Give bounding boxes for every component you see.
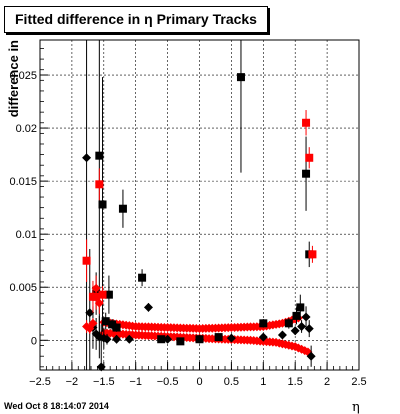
data-point xyxy=(108,320,117,329)
data-point xyxy=(297,321,307,331)
data-point xyxy=(163,334,173,344)
timestamp-footer: Wed Oct 8 18:14:07 2014 xyxy=(4,401,109,411)
data-point xyxy=(112,334,122,344)
data-point xyxy=(96,362,106,372)
x-tick-label: −2 xyxy=(66,376,79,388)
data-point xyxy=(94,298,104,308)
axis-ticks: −2.5 −2 −1.5 −1 −0.5 0 0.5 1 1.5 2 2.5 0 0.005 0.01 0.… xyxy=(9,48,367,388)
data-point xyxy=(82,153,92,163)
data-point xyxy=(236,73,245,82)
y-tick-label: 0.02 xyxy=(16,123,37,135)
x-tick-label: 1 xyxy=(260,376,266,388)
x-tick-label: −1 xyxy=(129,376,142,388)
x-tick-label: 2.5 xyxy=(351,376,366,388)
y-tick-label: 0 xyxy=(31,335,37,347)
data-point xyxy=(95,151,104,160)
y-axis-label: difference in xyxy=(6,40,21,117)
x-tick-label: −1.5 xyxy=(93,376,115,388)
data-point xyxy=(124,334,134,344)
data-point xyxy=(301,312,311,322)
data-point xyxy=(101,317,110,326)
data-point xyxy=(102,334,112,344)
x-tick-label: 0 xyxy=(196,376,202,388)
x-tick-label: 2 xyxy=(324,376,330,388)
data-point xyxy=(226,333,236,343)
data-point xyxy=(277,330,287,340)
x-tick-label: 0.5 xyxy=(224,376,239,388)
data-point xyxy=(91,283,101,293)
data-point xyxy=(284,319,293,328)
data-point xyxy=(88,318,98,328)
data-point xyxy=(112,323,121,332)
y-tick-label: 0.01 xyxy=(16,229,37,241)
data-point xyxy=(302,169,311,178)
data-point xyxy=(176,337,185,346)
data-point xyxy=(98,290,107,299)
data-point xyxy=(85,308,95,318)
data-point xyxy=(258,332,268,342)
data-point xyxy=(138,273,147,282)
data-point xyxy=(302,118,311,127)
data-point xyxy=(259,319,268,328)
data-point xyxy=(296,303,305,312)
data-point xyxy=(82,256,91,265)
data-point xyxy=(95,180,104,189)
data-point xyxy=(118,204,127,213)
x-tick-label: 1.5 xyxy=(288,376,303,388)
data-point xyxy=(195,334,204,344)
data-point xyxy=(104,290,113,299)
data-points xyxy=(82,40,317,372)
data-point xyxy=(308,250,317,259)
data-point xyxy=(292,311,301,320)
data-point xyxy=(290,326,300,336)
x-axis-label: η xyxy=(352,400,360,414)
y-tick-label: 0.025 xyxy=(9,70,37,82)
data-point xyxy=(98,200,107,209)
y-tick-label: 0.015 xyxy=(9,176,37,188)
data-point xyxy=(143,302,153,312)
data-point xyxy=(304,324,314,334)
chart-title: Fitted difference in η Primary Tracks xyxy=(4,6,268,33)
data-point xyxy=(306,351,316,361)
data-point xyxy=(305,153,314,162)
data-point xyxy=(214,333,223,342)
x-tick-label: −0.5 xyxy=(157,376,179,388)
y-tick-label: 0.005 xyxy=(9,282,37,294)
data-point xyxy=(157,335,166,344)
x-tick-label: −2.5 xyxy=(29,376,51,388)
